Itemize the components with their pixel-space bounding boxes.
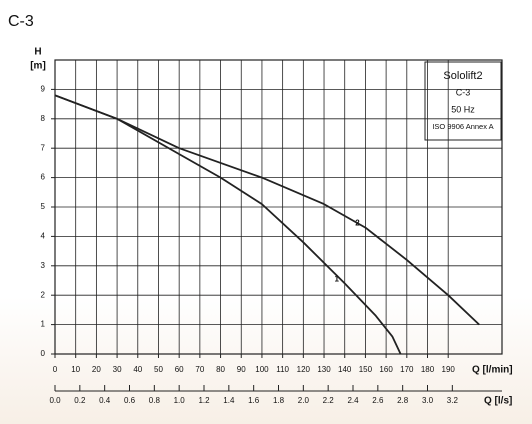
x-tick-label: 160 <box>379 365 393 374</box>
y-tick-label: 0 <box>41 349 46 358</box>
x2-tick-label: 0.0 <box>49 396 61 405</box>
x-tick-label: 170 <box>400 365 414 374</box>
info-text: C-3 <box>456 87 471 97</box>
x-tick-label: 0 <box>53 365 58 374</box>
y-tick-label: 7 <box>41 143 46 152</box>
x-tick-label: 30 <box>113 365 122 374</box>
x2-tick-label: 2.4 <box>347 396 359 405</box>
x2-tick-label: 2.0 <box>298 396 310 405</box>
x2-tick-label: 1.0 <box>174 396 186 405</box>
x-tick-label: 50 <box>154 365 163 374</box>
x2-tick-label: 0.8 <box>149 396 161 405</box>
y-tick-label: 6 <box>41 173 46 182</box>
y-axis-unit: [m] <box>30 61 46 72</box>
x-tick-label: 120 <box>297 365 311 374</box>
y-axis-label: H <box>34 47 41 58</box>
x-tick-label: 90 <box>237 365 246 374</box>
x-tick-label: 150 <box>359 365 373 374</box>
y-tick-label: 5 <box>41 202 46 211</box>
curve <box>54 94 402 355</box>
x-tick-label: 110 <box>276 365 289 374</box>
x-tick-label: 10 <box>71 365 80 374</box>
y-tick-label: 9 <box>41 85 46 94</box>
x-tick-label: 190 <box>442 365 456 374</box>
x-axis-label: Q [l/min] <box>472 365 513 376</box>
x2-tick-label: 0.4 <box>99 396 111 405</box>
x-tick-label: 40 <box>133 365 142 374</box>
y-tick-label: 2 <box>41 290 46 299</box>
curve <box>54 94 480 326</box>
x2-axis-label: Q [l/s] <box>484 396 512 407</box>
x-tick-label: 20 <box>92 365 101 374</box>
x-tick-label: 100 <box>255 365 269 374</box>
y-tick-label: 3 <box>41 261 46 270</box>
x-tick-label: 130 <box>317 365 331 374</box>
y-tick-label: 4 <box>41 232 46 241</box>
info-text: Sololift2 <box>443 70 482 82</box>
y-tick-label: 8 <box>41 114 46 123</box>
x2-tick-label: 2.8 <box>397 396 409 405</box>
x2-tick-label: 0.6 <box>124 396 136 405</box>
y-tick-label: 1 <box>41 320 46 329</box>
x-tick-label: 60 <box>175 365 184 374</box>
x2-tick-label: 2.6 <box>372 396 384 405</box>
curve-label: 2 <box>355 219 360 228</box>
x2-tick-label: 1.2 <box>198 396 210 405</box>
x2-tick-label: 3.2 <box>447 396 459 405</box>
x-tick-label: 80 <box>216 365 225 374</box>
x2-tick-label: 3.0 <box>422 396 434 405</box>
x-tick-label: 140 <box>338 365 352 374</box>
x2-tick-label: 1.6 <box>248 396 260 405</box>
curve-label: 1 <box>334 275 339 284</box>
info-text: ISO 9906 Annex A <box>432 122 493 131</box>
x2-tick-label: 1.4 <box>223 396 235 405</box>
chart-title: C-3 <box>8 13 34 30</box>
x2-tick-label: 0.2 <box>74 396 86 405</box>
info-text: 50 Hz <box>451 104 475 114</box>
info-box: Sololift2 C-3 50 Hz ISO 9906 Annex A <box>424 61 502 141</box>
x2-tick-label: 2.2 <box>323 396 335 405</box>
x2-tick-label: 1.8 <box>273 396 285 405</box>
x-tick-label: 70 <box>195 365 204 374</box>
info-box-frame <box>424 61 502 141</box>
x-tick-label: 180 <box>421 365 435 374</box>
